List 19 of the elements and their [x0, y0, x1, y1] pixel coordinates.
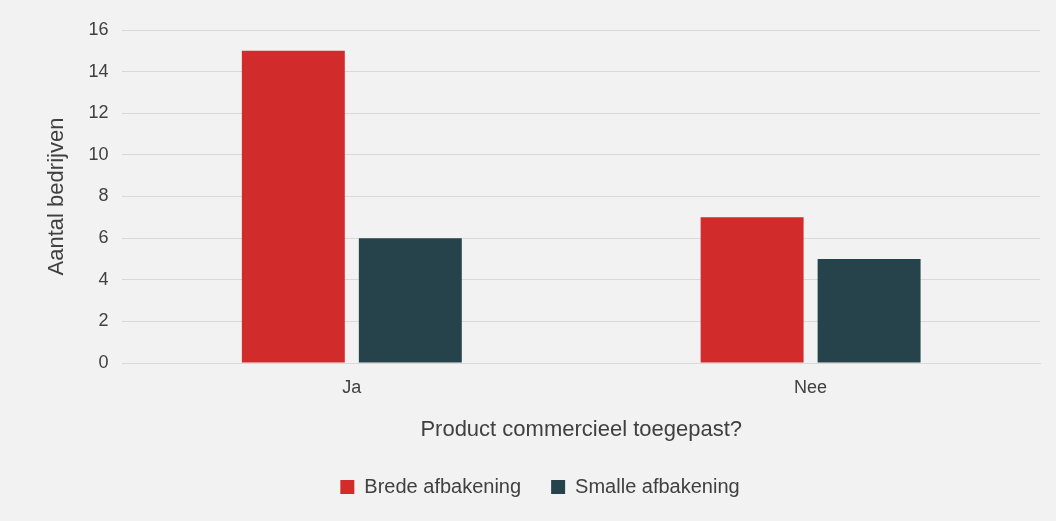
legend-label: Brede afbakening	[364, 474, 522, 497]
x-tick-label: Ja	[342, 376, 363, 397]
y-tick-label: 8	[98, 185, 109, 206]
x-axis-title: Product commercieel toegepast?	[420, 415, 743, 441]
y-tick-label: 0	[98, 351, 109, 372]
y-tick-label: 10	[88, 143, 109, 164]
y-axis-title: Aantal bedrijven	[43, 117, 69, 276]
bar	[358, 238, 462, 363]
y-tick-label: 4	[98, 268, 109, 289]
bar	[241, 50, 345, 363]
bar	[817, 258, 921, 363]
legend-label: Smalle afbakening	[575, 474, 740, 497]
x-tick-label: Nee	[794, 376, 828, 397]
bar	[700, 217, 804, 363]
y-tick-label: 14	[88, 60, 109, 81]
y-tick-label: 6	[98, 227, 109, 248]
y-tick-label: 2	[98, 310, 109, 331]
y-tick-label: 16	[88, 18, 109, 39]
y-tick-label: 12	[88, 102, 109, 123]
